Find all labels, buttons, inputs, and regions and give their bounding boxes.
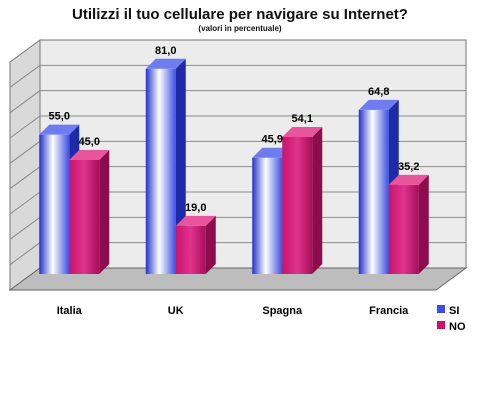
bar-top-NO-Spagna	[282, 126, 323, 137]
bar-NO-Italia	[69, 160, 100, 274]
bar-SI-Italia	[39, 134, 70, 274]
bar-top-NO-Francia	[388, 174, 429, 185]
bar-top-SI-UK	[145, 58, 186, 69]
bar-side-NO-Spagna	[312, 126, 323, 274]
data-label-NO-UK: 19,0	[185, 202, 206, 214]
legend-label-SI: SI	[449, 305, 459, 317]
gridline	[9, 64, 41, 88]
bar-NO-Francia	[388, 184, 419, 274]
gridline	[9, 242, 41, 266]
chart-floor	[8, 267, 468, 291]
bar-SI-UK	[145, 68, 176, 274]
legend: SI NO	[437, 305, 466, 333]
gridline	[9, 90, 41, 114]
bar-side-NO-Italia	[99, 150, 110, 274]
bar-SI-Francia	[358, 109, 389, 274]
category-label-Italia: Italia	[57, 305, 83, 317]
category-label-Francia: Francia	[369, 305, 409, 317]
bar-top-NO-Italia	[69, 150, 110, 160]
data-label-SI-Francia: 64,8	[368, 86, 389, 98]
bar-top-NO-UK	[175, 215, 216, 226]
bars	[39, 58, 429, 275]
category-labels: Italia UK Spagna Francia	[57, 305, 409, 317]
bar-NO-Spagna	[282, 136, 313, 274]
bar-side-NO-UK	[205, 215, 216, 274]
data-label-NO-Francia: 35,2	[398, 161, 419, 173]
gridline	[9, 115, 41, 139]
bar-NO-UK	[175, 225, 206, 274]
bar-top-SI-Francia	[358, 99, 399, 110]
side-wall	[9, 39, 41, 291]
gridline	[9, 216, 41, 240]
data-label-NO-Spagna: 54,1	[292, 113, 313, 125]
data-label-SI-Spagna: 45,9	[262, 134, 283, 146]
data-labels: 55,0 45,0 81,0 19,0 45,9 54,1 64,8 35,2	[49, 45, 420, 214]
data-label-NO-Italia: 45,0	[79, 136, 100, 148]
legend-label-NO: NO	[449, 321, 466, 333]
legend-swatch-NO	[437, 321, 445, 329]
data-label-SI-UK: 81,0	[155, 45, 176, 57]
chart-subtitle: (valori in percentuale)	[198, 24, 282, 33]
bar-top-SI-Italia	[39, 124, 80, 135]
gridline	[9, 166, 41, 190]
category-label-Spagna: Spagna	[262, 305, 303, 317]
gridline	[9, 191, 41, 215]
data-label-SI-Italia: 55,0	[49, 111, 70, 123]
bar-SI-Spagna	[252, 157, 283, 274]
gridline	[9, 140, 41, 164]
legend-swatch-SI	[437, 305, 445, 313]
category-label-UK: UK	[168, 305, 184, 317]
chart-title: Utilizzi il tuo cellulare per navigare s…	[72, 6, 408, 23]
bar-side-NO-Francia	[418, 174, 429, 274]
